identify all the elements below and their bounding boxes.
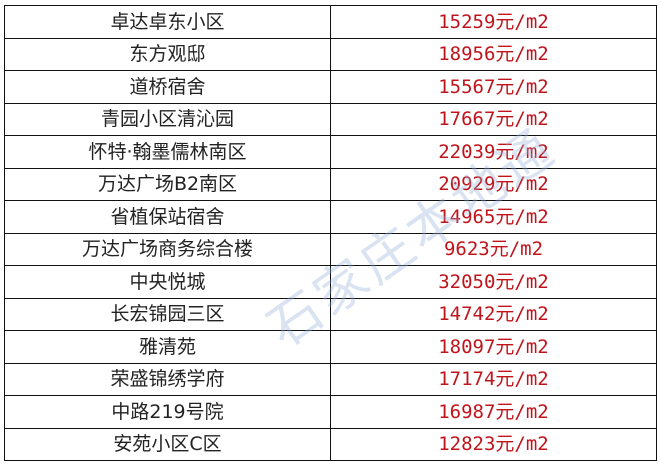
- table-row: 荣盛锦绣学府 17174元/m2: [4, 362, 657, 396]
- table-row: 省植保站宿舍 14965元/m2: [4, 200, 657, 234]
- community-name: 卓达卓东小区: [4, 5, 331, 39]
- price-per-sqm: 17667元/m2: [330, 102, 657, 136]
- price-per-sqm: 15567元/m2: [330, 70, 657, 104]
- community-name: 怀特·翰墨儒林南区: [4, 135, 331, 169]
- table-row: 中路219号院 16987元/m2: [4, 395, 657, 429]
- table-row: 东方观邸 18956元/m2: [4, 37, 657, 71]
- price-per-sqm: 17174元/m2: [330, 362, 657, 396]
- table-row: 万达广场B2南区 20929元/m2: [4, 167, 657, 201]
- community-name: 长宏锦园三区: [4, 297, 331, 331]
- community-name: 荣盛锦绣学府: [4, 362, 331, 396]
- table-row: 万达广场商务综合楼 9623元/m2: [4, 232, 657, 266]
- table-row: 长宏锦园三区 14742元/m2: [4, 297, 657, 331]
- community-name: 安苑小区C区: [4, 427, 331, 461]
- community-name: 雅清苑: [4, 330, 331, 364]
- price-per-sqm: 16987元/m2: [330, 395, 657, 429]
- price-per-sqm: 14965元/m2: [330, 200, 657, 234]
- price-per-sqm: 14742元/m2: [330, 297, 657, 331]
- price-per-sqm: 18097元/m2: [330, 330, 657, 364]
- community-name: 省植保站宿舍: [4, 200, 331, 234]
- community-name: 青园小区清沁园: [4, 102, 331, 136]
- price-per-sqm: 9623元/m2: [330, 232, 657, 266]
- community-name: 万达广场商务综合楼: [4, 232, 331, 266]
- table-row: 卓达卓东小区 15259元/m2: [4, 5, 657, 39]
- price-per-sqm: 20929元/m2: [330, 167, 657, 201]
- price-table: 卓达卓东小区 15259元/m2 东方观邸 18956元/m2 道桥宿舍 15567元/m…: [4, 5, 657, 461]
- table-row: 道桥宿舍 15567元/m2: [4, 70, 657, 104]
- table-row: 怀特·翰墨儒林南区 22039元/m2: [4, 135, 657, 169]
- table-row: 青园小区清沁园 17667元/m2: [4, 102, 657, 136]
- community-name: 中央悦城: [4, 265, 331, 299]
- community-name: 中路219号院: [4, 395, 331, 429]
- price-per-sqm: 12823元/m2: [330, 427, 657, 461]
- community-name: 东方观邸: [4, 37, 331, 71]
- price-per-sqm: 15259元/m2: [330, 5, 657, 39]
- price-per-sqm: 32050元/m2: [330, 265, 657, 299]
- community-name: 道桥宿舍: [4, 70, 331, 104]
- table-row: 雅清苑 18097元/m2: [4, 330, 657, 364]
- price-per-sqm: 18956元/m2: [330, 37, 657, 71]
- table-row: 安苑小区C区 12823元/m2: [4, 427, 657, 461]
- community-name: 万达广场B2南区: [4, 167, 331, 201]
- price-per-sqm: 22039元/m2: [330, 135, 657, 169]
- table-row: 中央悦城 32050元/m2: [4, 265, 657, 299]
